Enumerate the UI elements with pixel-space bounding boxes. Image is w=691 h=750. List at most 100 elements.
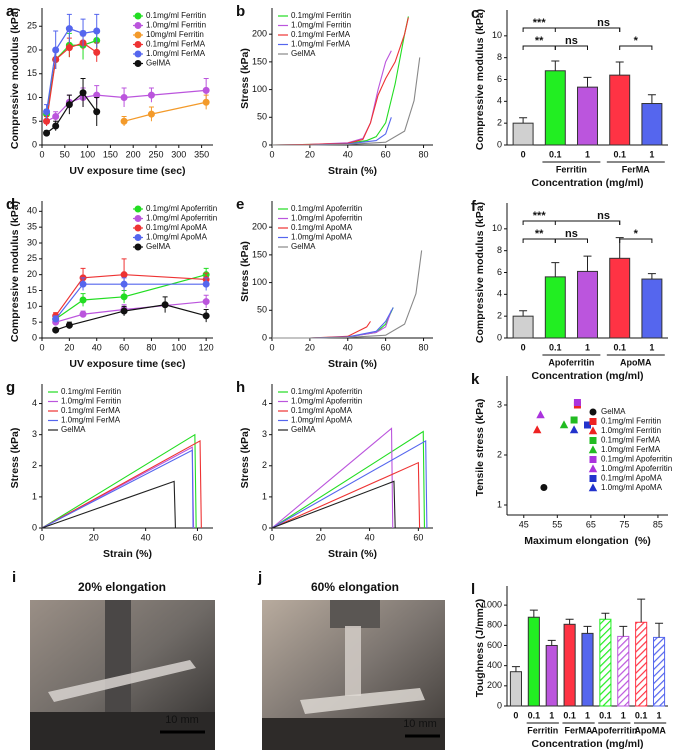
error-bar — [583, 625, 592, 634]
legend-label: 1.0mg/ml Apoferritin — [291, 214, 362, 223]
legend-marker — [134, 22, 142, 29]
legend-label: 0.1mg/ml Ferritin — [146, 11, 206, 20]
y-tick-label: 0 — [262, 522, 267, 532]
legend-label: 1.0mg/ml Apoferritin — [146, 214, 217, 223]
x-tick-label: 300 — [171, 149, 186, 159]
error-bar — [519, 117, 528, 124]
y-tick-label: 15 — [27, 68, 37, 78]
legend-marker — [589, 456, 597, 463]
legend-marker — [134, 243, 142, 251]
series-line — [272, 57, 421, 146]
x-tick-label: 1 — [585, 342, 590, 352]
x-tick-label: 65 — [586, 519, 596, 529]
x-tick-label: 200 — [126, 149, 141, 159]
panel-label: c — [471, 5, 479, 22]
x-axis-label: UV exposure time (sec) — [69, 358, 185, 370]
y-tick-label: 50 — [257, 112, 267, 122]
y-tick-label: 0 — [497, 139, 502, 149]
y-tick-label: 150 — [252, 249, 267, 259]
scale-label: 10 mm — [165, 714, 199, 726]
series-line — [41, 433, 197, 529]
error-bar — [655, 622, 664, 638]
x-tick-label: 350 — [194, 149, 209, 159]
point — [120, 94, 128, 101]
legend-marker — [588, 426, 598, 435]
x-tick-label: 50 — [60, 149, 70, 159]
x-tick-label: 85 — [653, 519, 663, 529]
series-line — [55, 283, 207, 320]
point — [43, 117, 51, 125]
panel-label: f — [471, 198, 477, 215]
photo-i: i 20% elongation 10 mm — [12, 569, 215, 750]
point — [79, 89, 87, 97]
error-bar — [619, 625, 628, 637]
series-line — [272, 117, 392, 146]
series-line — [272, 307, 394, 339]
y-tick-label: 35 — [27, 222, 37, 232]
bar — [653, 636, 666, 707]
group-label: Apoferritin — [591, 725, 637, 735]
y-tick-label: 40 — [27, 206, 37, 216]
point — [52, 315, 60, 323]
bar — [545, 644, 558, 707]
series-line — [41, 480, 176, 529]
x-tick-label: 0.1 — [549, 342, 562, 352]
point — [559, 420, 569, 429]
panel-label: d — [6, 196, 15, 213]
y-axis-label: Tensile stress (kPa) — [474, 399, 486, 497]
panel-label: e — [236, 196, 244, 213]
legend-marker — [134, 50, 142, 58]
y-tick-label: 800 — [487, 620, 502, 630]
legend-label: 1.0mg/ml ApoMA — [291, 416, 353, 425]
x-tick-label: 80 — [146, 342, 156, 352]
y-tick-label: 2 — [497, 449, 502, 459]
point — [65, 321, 73, 329]
point — [93, 48, 101, 56]
legend-label: GelMA — [291, 49, 316, 58]
bar — [635, 621, 648, 707]
error-bar — [647, 94, 656, 104]
y-tick-label: 200 — [252, 29, 267, 39]
significance-bracket — [554, 27, 621, 32]
point — [532, 425, 542, 434]
x-tick-label: 0 — [521, 149, 526, 159]
group-label: ApoMA — [634, 725, 666, 735]
bar — [641, 103, 663, 146]
bar — [577, 86, 598, 146]
series-line — [271, 17, 409, 146]
x-tick-label: 80 — [419, 149, 429, 159]
x-tick-label: 75 — [619, 519, 629, 529]
y-axis-label: Compressive modulus (kPa) — [474, 202, 486, 343]
x-tick-label: 45 — [519, 519, 529, 529]
x-tick-label: 0.1 — [613, 149, 626, 159]
x-tick-label: 120 — [199, 342, 214, 352]
y-axis-label: Compressive modulus (kPa) — [474, 9, 486, 150]
error-bar — [529, 609, 538, 618]
y-axis-label: Compressive modulus (kPa) — [9, 201, 21, 342]
series-line — [55, 274, 207, 320]
series-line — [272, 250, 423, 339]
bar — [527, 616, 540, 707]
significance-label: *** — [533, 210, 547, 222]
y-tick-label: 50 — [257, 305, 267, 315]
x-axis-label: UV exposure time (sec) — [69, 165, 185, 177]
significance-label: * — [634, 35, 639, 47]
bar — [512, 315, 534, 339]
legend-marker — [588, 464, 598, 473]
error-bar — [551, 262, 560, 277]
x-tick-label: 100 — [80, 149, 95, 159]
legend-label: GelMA — [291, 242, 316, 251]
legend-label: 0.1mg/ml FerMA — [61, 406, 121, 415]
panel-label: l — [471, 581, 475, 598]
point — [79, 280, 87, 288]
y-tick-label: 10 — [27, 92, 37, 102]
legend-marker — [134, 224, 142, 232]
error-bar — [637, 598, 646, 623]
x-tick-label: 40 — [365, 532, 375, 542]
significance-bracket — [554, 238, 588, 243]
legend-label: 1.0mg/ml ApoMA — [601, 483, 663, 492]
significance-label: ** — [535, 228, 544, 240]
y-tick-label: 6 — [497, 267, 502, 277]
x-tick-label: 1 — [649, 149, 654, 159]
grip — [262, 718, 445, 750]
